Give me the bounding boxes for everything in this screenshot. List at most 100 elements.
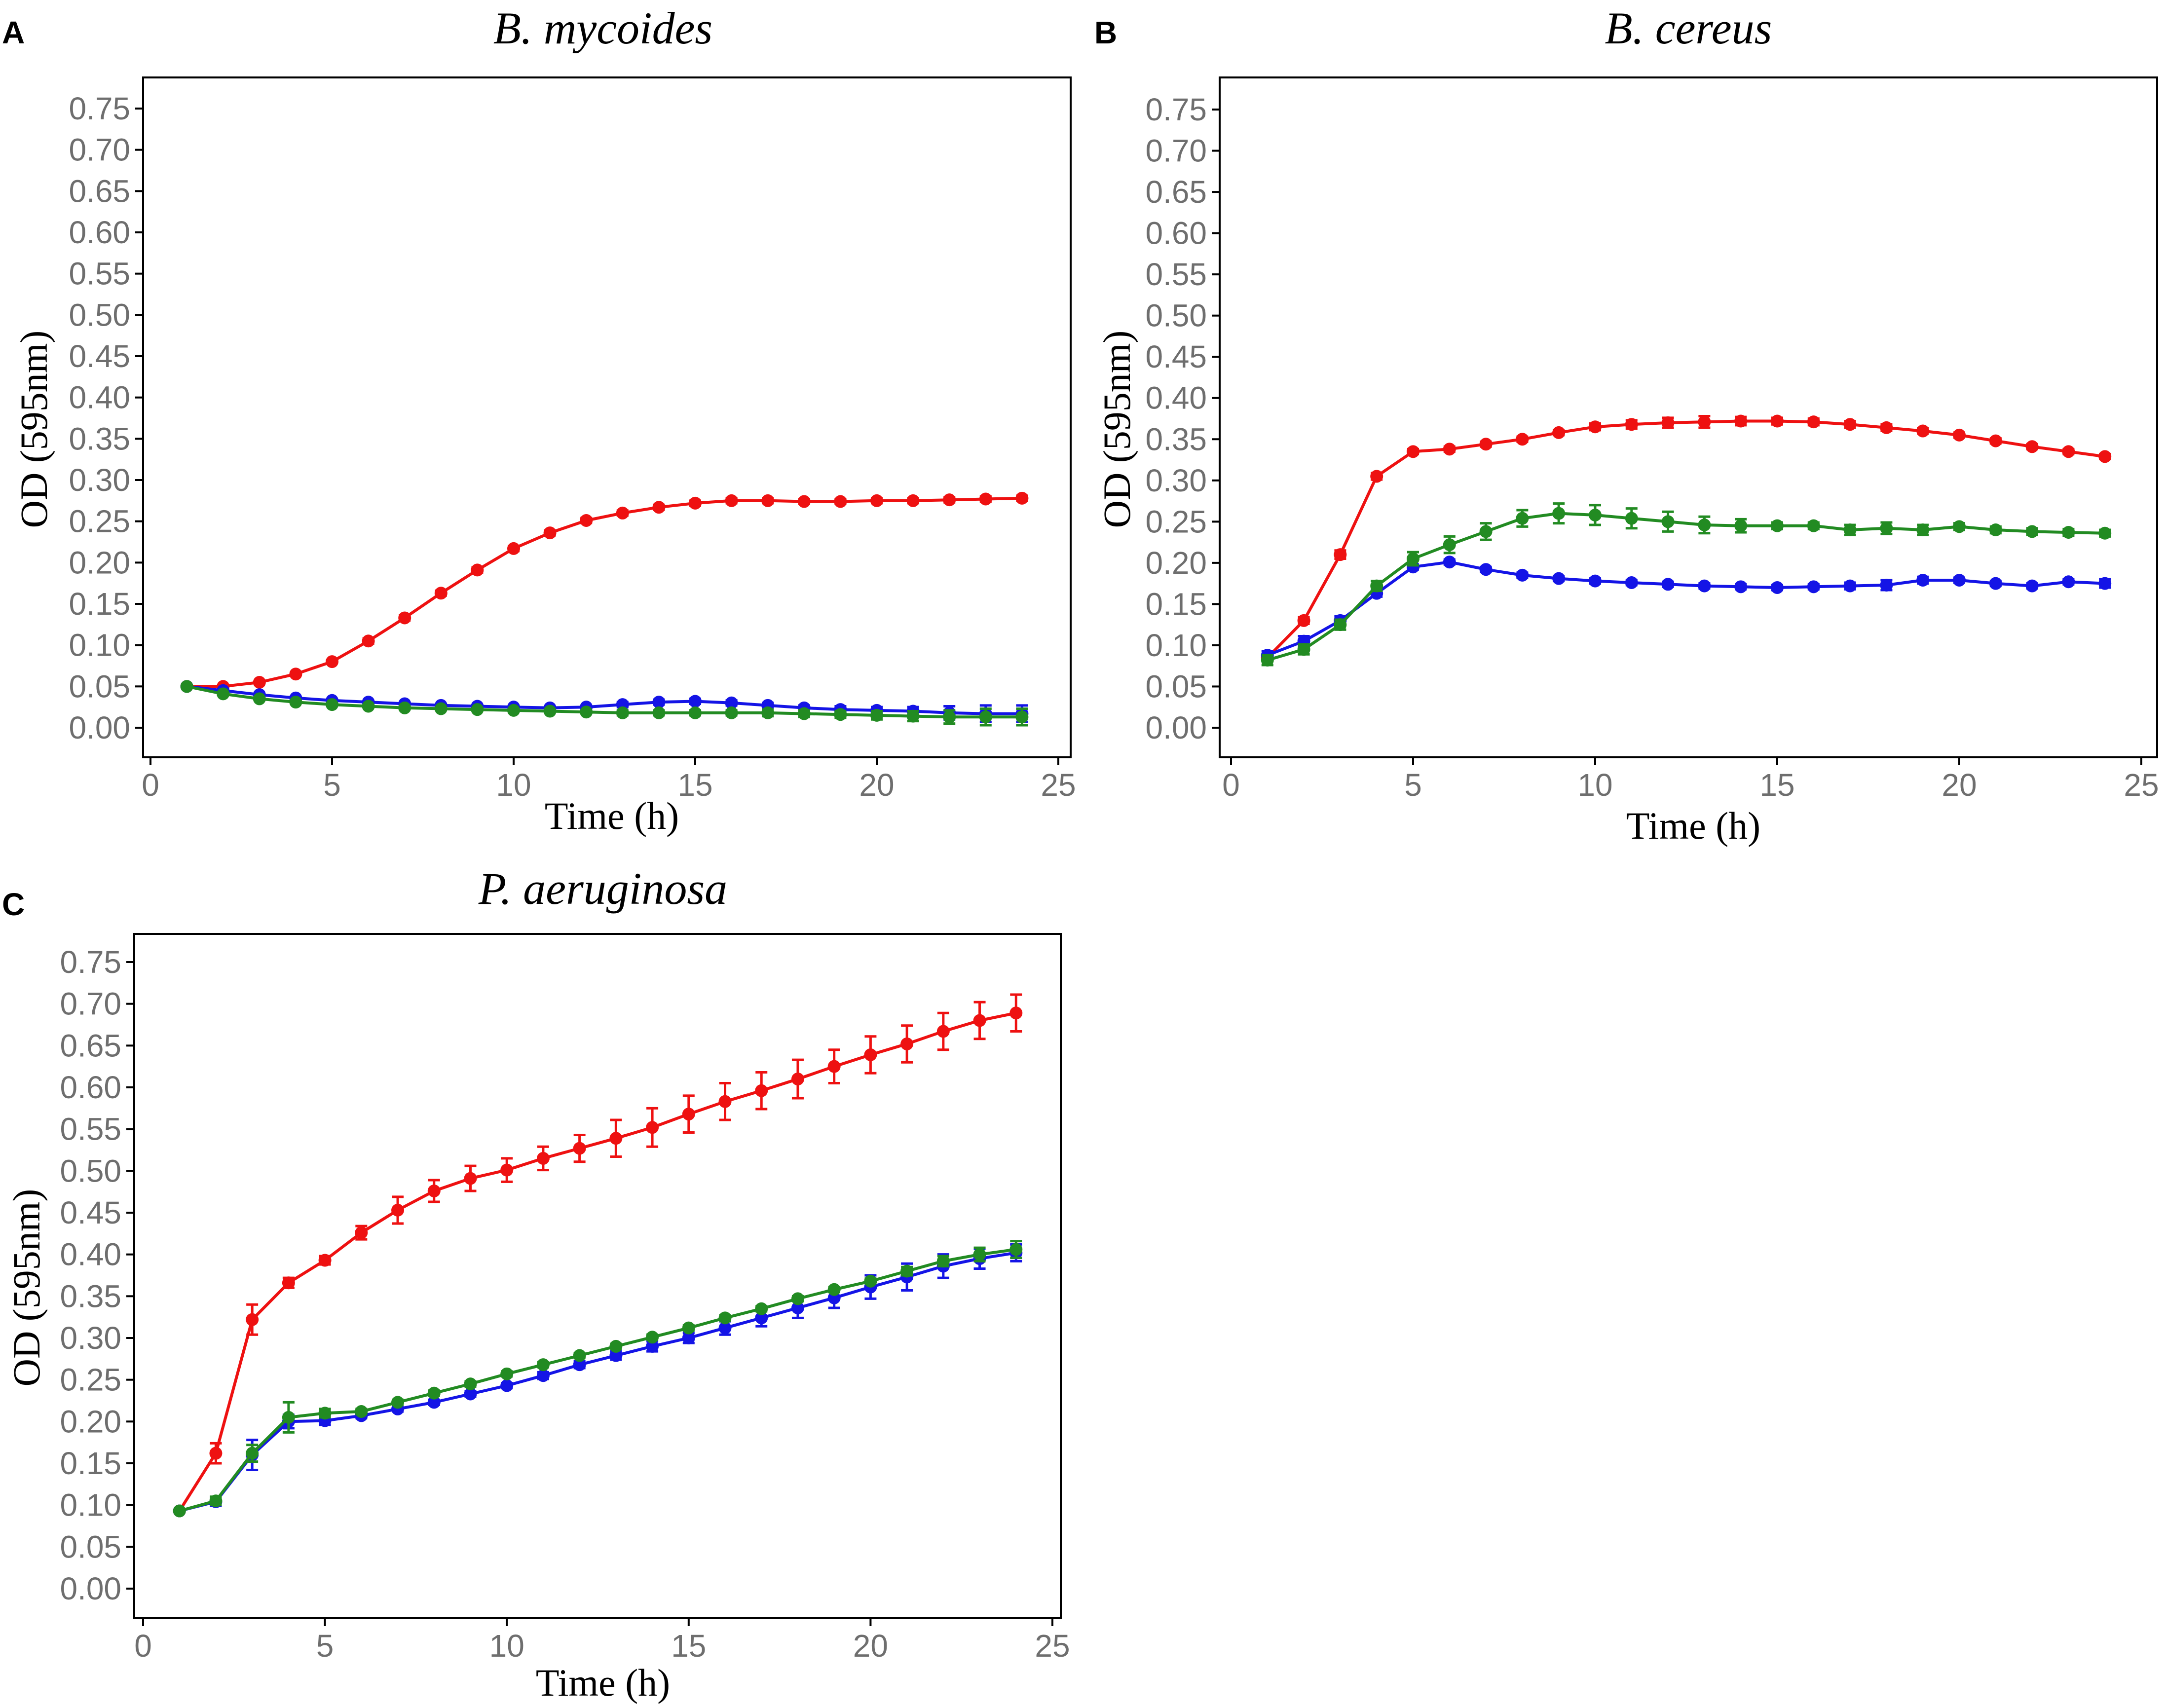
data-point-green — [689, 706, 702, 719]
data-point-green — [609, 1339, 623, 1353]
data-point-red — [398, 611, 411, 625]
data-point-blue — [1916, 573, 1930, 587]
y-tick-label: 0.75 — [69, 91, 130, 126]
chart-title-c: P. aeruginosa — [478, 863, 727, 914]
data-point-green — [900, 1264, 914, 1278]
data-point-red — [391, 1203, 405, 1217]
data-point-blue — [1734, 580, 1748, 594]
data-point-red — [580, 514, 593, 527]
y-tick-label: 0.35 — [60, 1278, 121, 1314]
data-point-red — [1334, 548, 1347, 561]
y-tick-label: 0.15 — [60, 1446, 121, 1481]
y-tick-label: 0.10 — [69, 628, 130, 663]
series-line-blue — [1267, 560, 2105, 657]
data-point-red — [1516, 433, 1529, 446]
data-point-blue — [689, 695, 702, 708]
x-tick-label: 10 — [1577, 767, 1612, 803]
data-point-green — [973, 1248, 986, 1261]
series-line-green — [179, 1248, 1016, 1513]
series-red-b — [1261, 414, 2112, 664]
data-point-red — [209, 1447, 223, 1460]
data-point-blue — [1989, 577, 2002, 590]
x-tick-label: 10 — [489, 1628, 524, 1664]
x-axis-label-a: Time (h) — [545, 794, 679, 837]
y-tick-label: 0.40 — [1145, 380, 1207, 416]
x-tick-label: 5 — [316, 1628, 334, 1664]
x-tick-label: 20 — [853, 1628, 888, 1664]
data-point-red — [1698, 415, 1711, 429]
data-point-blue — [427, 1396, 441, 1409]
y-tick-label: 0.05 — [1145, 668, 1207, 704]
data-point-red — [1589, 420, 1602, 434]
data-point-red — [1015, 491, 1029, 505]
y-tick-label: 0.00 — [1145, 710, 1207, 745]
panel-letter-a: A — [2, 15, 25, 50]
data-point-green — [1880, 521, 1893, 535]
data-point-red — [797, 495, 811, 508]
series-line-red — [178, 1011, 1016, 1512]
data-point-red — [500, 1163, 514, 1177]
y-tick-label: 0.65 — [69, 173, 130, 209]
plot-frame-a — [142, 76, 1072, 758]
data-point-green — [1625, 512, 1638, 525]
data-point-blue — [725, 696, 738, 709]
data-point-red — [616, 506, 629, 520]
data-point-green — [573, 1349, 586, 1362]
data-point-red — [906, 494, 920, 507]
data-point-green — [761, 706, 775, 719]
data-point-blue — [682, 1332, 695, 1344]
chart-title-a: B. mycoides — [493, 3, 713, 53]
data-point-red — [761, 494, 775, 507]
data-point-green — [289, 696, 302, 709]
plot-area-c: 0.00 0.05 0.10 0.15 0.20 0.25 0.30 0.35 0.40 0.45… — [60, 933, 1070, 1664]
panel-letter-b: B — [1094, 15, 1117, 50]
y-tick-label: 0.05 — [69, 668, 130, 704]
data-point-green — [943, 710, 956, 724]
y-tick-label: 0.10 — [60, 1487, 121, 1523]
y-tick-label: 0.75 — [1145, 92, 1207, 127]
data-point-green — [646, 1331, 659, 1344]
y-tick-label: 0.40 — [69, 380, 130, 415]
series-green-a — [180, 680, 1029, 727]
data-point-red — [900, 1037, 914, 1050]
data-point-blue — [1516, 568, 1529, 582]
data-point-green — [1953, 520, 1966, 533]
plot-area-a: 0.00 0.05 0.10 0.15 0.20 0.25 0.30 0.35 0.40 0.45… — [69, 76, 1076, 803]
data-point-green — [1407, 552, 1419, 565]
y-tick-label: 0.35 — [1145, 421, 1207, 457]
data-point-blue — [500, 1379, 514, 1392]
data-point-red — [1880, 421, 1893, 434]
y-tick-label: 0.55 — [69, 256, 130, 292]
data-point-red — [979, 492, 992, 506]
y-tick-label: 0.45 — [69, 338, 130, 374]
y-tick-label: 0.50 — [1145, 298, 1207, 334]
data-point-blue — [1552, 572, 1566, 585]
data-point-red — [2025, 440, 2039, 453]
data-point-green — [1916, 523, 1930, 537]
data-point-green — [471, 703, 484, 716]
data-point-green — [1698, 519, 1711, 532]
series-blue-c — [173, 1243, 1023, 1518]
y-tick-label: 0.75 — [60, 944, 121, 980]
series-line-blue — [179, 1251, 1016, 1513]
data-point-green — [652, 706, 666, 719]
data-point-blue — [646, 1339, 659, 1353]
data-point-green — [1843, 523, 1857, 537]
y-tick-label: 0.70 — [60, 986, 121, 1022]
x-tick-label: 0 — [134, 1628, 152, 1664]
plot-area-b: 0.00 0.05 0.10 0.15 0.20 0.25 0.30 0.35 0.40 0.45… — [1145, 76, 2159, 803]
data-point-red — [1771, 414, 1784, 428]
series-blue-b — [1261, 556, 2112, 662]
data-point-blue — [791, 1301, 804, 1315]
data-point-green — [906, 709, 920, 723]
data-point-green — [1807, 519, 1820, 532]
data-point-green — [1661, 515, 1675, 528]
data-point-blue — [464, 1387, 477, 1401]
data-point-green — [1771, 519, 1784, 532]
data-point-red — [725, 494, 738, 507]
data-point-green — [1552, 507, 1566, 520]
data-point-blue — [1953, 573, 1966, 587]
data-point-red — [536, 1151, 550, 1165]
y-tick-label: 0.35 — [69, 421, 130, 456]
data-point-blue — [1625, 576, 1638, 589]
